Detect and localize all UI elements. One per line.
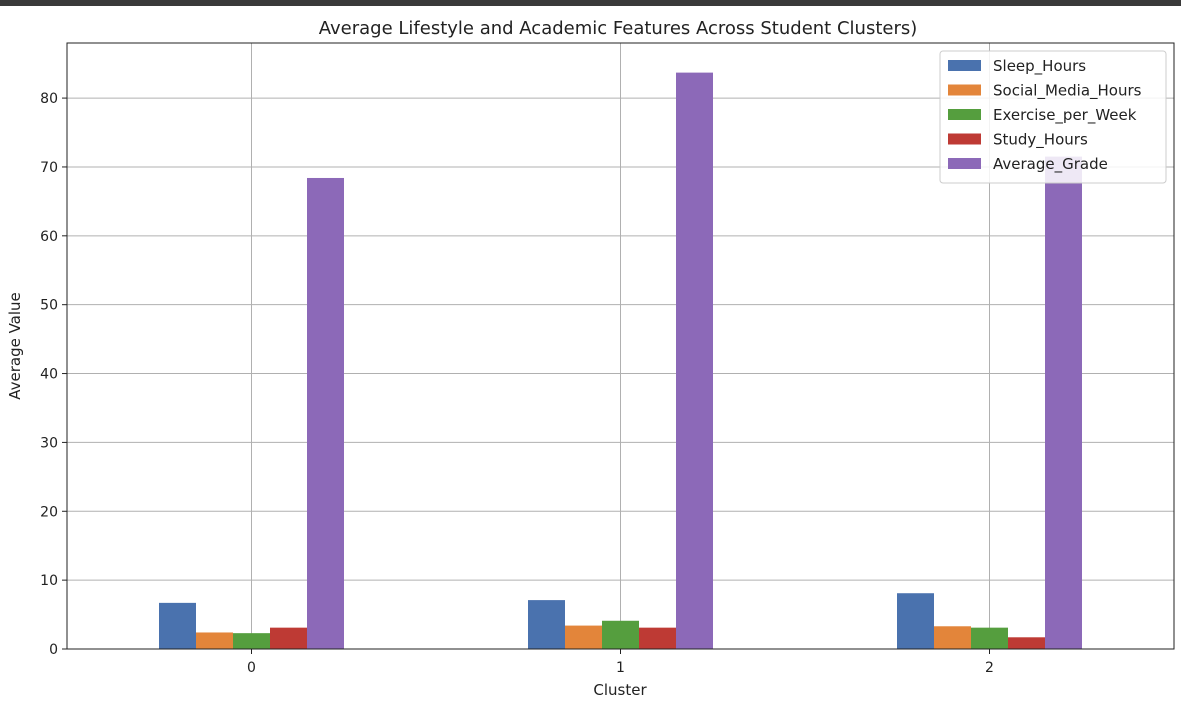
x-tick-label: 2 [985, 660, 994, 676]
legend: Sleep_Hours Social_Media_Hours Exercise_pe… [939, 50, 1167, 184]
legend-swatch [948, 60, 981, 71]
legend-label: Exercise_per_Week [993, 106, 1137, 125]
bar-exercise-per-week-cluster-0 [233, 633, 270, 649]
y-tick-label: 50 [40, 298, 58, 314]
legend-swatch [948, 158, 981, 169]
y-axis-label: Average Value [6, 292, 24, 400]
y-tick-label: 30 [40, 435, 58, 451]
bar-study-hours-cluster-0 [270, 627, 307, 649]
legend-swatch [948, 133, 981, 145]
bar-study-hours-cluster-1 [639, 627, 676, 649]
x-axis-label: Cluster [593, 681, 647, 699]
bar-average-grade-cluster-0 [307, 177, 344, 650]
legend-swatch [948, 84, 981, 96]
y-tick-label: 10 [40, 573, 58, 589]
y-tick-label: 40 [40, 367, 58, 383]
bar-average-grade-cluster-1 [676, 72, 713, 649]
legend-label: Average_Grade [993, 155, 1108, 174]
bar-social-media-hours-cluster-0 [196, 632, 233, 649]
x-tick-label: 1 [616, 660, 625, 676]
y-tick-label: 70 [40, 160, 58, 176]
bar-study-hours-cluster-2 [1008, 637, 1045, 649]
bar-sleep-hours-cluster-0 [159, 602, 196, 649]
bar-average-grade-cluster-2 [1045, 156, 1082, 649]
bar-social-media-hours-cluster-2 [934, 626, 971, 649]
y-tick-label: 80 [40, 91, 58, 107]
y-tick-label: 0 [49, 642, 58, 658]
window-top-bar [0, 0, 1181, 6]
bar-social-media-hours-cluster-1 [565, 625, 602, 649]
legend-swatch [948, 109, 981, 120]
bar-exercise-per-week-cluster-1 [602, 620, 639, 649]
legend-label: Study_Hours [993, 131, 1088, 150]
bar-sleep-hours-cluster-2 [897, 593, 934, 649]
y-tick-label: 60 [40, 229, 58, 245]
legend-label: Social_Media_Hours [993, 82, 1142, 101]
bar-exercise-per-week-cluster-2 [971, 627, 1008, 649]
chart-title: Average Lifestyle and Academic Features … [319, 18, 918, 39]
x-tick-label: 0 [247, 660, 256, 676]
legend-box [939, 50, 1167, 184]
y-tick-label: 20 [40, 504, 58, 520]
legend-label: Sleep_Hours [993, 57, 1086, 76]
bars [159, 72, 1082, 650]
bar-sleep-hours-cluster-1 [528, 600, 565, 649]
axis-ticks: 0 10 20 30 40 50 60 70 80 0 1 2 [40, 91, 994, 676]
